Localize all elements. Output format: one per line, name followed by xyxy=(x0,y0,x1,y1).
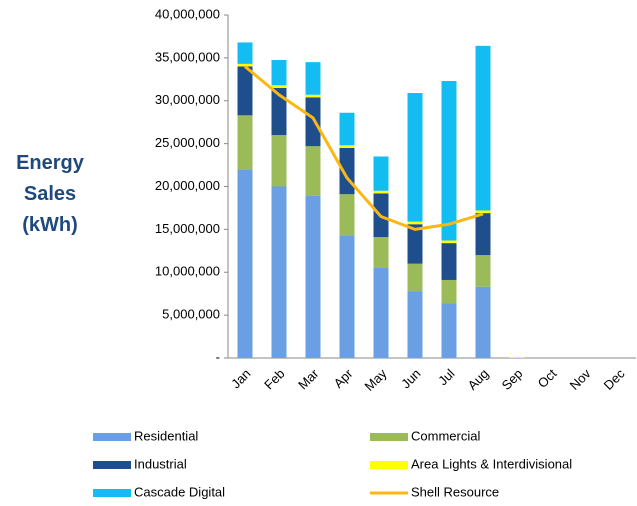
bar-segment xyxy=(441,303,457,358)
y-tick-label: - xyxy=(216,349,220,364)
bar-segment xyxy=(407,291,423,358)
bar-segment xyxy=(271,135,287,187)
line xyxy=(244,65,484,231)
bar-segment xyxy=(305,195,321,358)
bar-segment xyxy=(237,63,253,67)
x-tick-label: Jun xyxy=(398,366,423,391)
bar-segment xyxy=(339,235,355,358)
bar-segment xyxy=(305,62,321,95)
bar-segment xyxy=(271,186,287,358)
x-tick-label: Jan xyxy=(228,366,253,391)
bar-segment xyxy=(271,85,287,88)
x-tick-label: Feb xyxy=(261,366,287,392)
bar-segment xyxy=(407,93,423,222)
y-tick-label: 35,000,000 xyxy=(155,49,220,64)
bar-segment xyxy=(407,224,423,264)
x-tick-label: May xyxy=(362,366,390,394)
y-tick-label: 30,000,000 xyxy=(155,92,220,107)
x-tick-label: Mar xyxy=(295,365,322,392)
bar-segment xyxy=(407,221,423,225)
bar-segment xyxy=(475,210,491,214)
legend-swatch xyxy=(370,461,408,469)
bar-segment xyxy=(475,286,491,358)
bar-segment xyxy=(441,240,457,244)
bar-segment xyxy=(339,112,355,146)
y-tick-label: 15,000,000 xyxy=(155,221,220,236)
bar-segment xyxy=(339,145,355,148)
y-tick-label: 20,000,000 xyxy=(155,178,220,193)
x-tick-label: Aug xyxy=(465,366,492,393)
y-tick-label: 25,000,000 xyxy=(155,135,220,150)
y-tick-label: 5,000,000 xyxy=(162,307,220,322)
bar-segment xyxy=(475,45,491,211)
x-tick-label: Sep xyxy=(499,366,526,393)
y-axis-label: Energy Sales (kWh) xyxy=(16,152,84,236)
legend-label: Cascade Digital xyxy=(134,484,225,499)
legend-label: Area Lights & Interdivisional xyxy=(411,456,572,471)
x-tick-label: Oct xyxy=(535,366,560,391)
y-tick-label: 40,000,000 xyxy=(155,6,220,21)
bar-segment xyxy=(373,156,389,191)
bar-segment xyxy=(237,169,253,358)
x-tick-label: Jul xyxy=(435,366,457,388)
legend-label: Shell Resource xyxy=(411,484,499,499)
legend-label: Residential xyxy=(134,428,198,443)
bar-segment xyxy=(373,190,389,194)
x-tick-label: Nov xyxy=(567,366,594,393)
x-tick-label: Apr xyxy=(331,365,356,390)
bar-segment xyxy=(475,213,491,256)
bar-segment xyxy=(373,267,389,358)
bar-segment xyxy=(441,279,457,304)
bar-segment xyxy=(305,94,321,98)
bar-segment xyxy=(305,146,321,196)
legend-swatch xyxy=(370,433,408,441)
bar-segment xyxy=(237,42,253,64)
legend-label: Industrial xyxy=(134,456,187,471)
bar-segment xyxy=(271,60,287,86)
legend-swatch xyxy=(93,489,131,497)
y-tick-label: 10,000,000 xyxy=(155,264,220,279)
bar-segment xyxy=(509,357,525,358)
legend-label: Commercial xyxy=(411,428,480,443)
bar-segment xyxy=(441,81,457,241)
bar-segment xyxy=(339,194,355,236)
bar-segment xyxy=(441,243,457,280)
legend-swatch xyxy=(93,461,131,469)
bar-segment xyxy=(407,263,423,292)
bar-segment xyxy=(475,255,491,287)
legend-swatch xyxy=(93,433,131,441)
bar-segment xyxy=(237,66,253,116)
bar-segment xyxy=(373,237,389,268)
bar-segment xyxy=(237,115,253,170)
x-tick-label: Dec xyxy=(601,366,628,393)
bar-segment xyxy=(271,87,287,136)
bar-segment xyxy=(305,97,321,147)
